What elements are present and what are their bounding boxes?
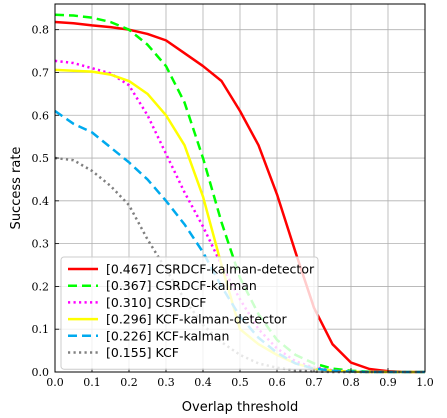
- y-tick-label: 0.1: [32, 323, 50, 336]
- x-tick-label: 0.2: [120, 376, 138, 389]
- legend-label: [0.226] KCF-kalman: [106, 328, 229, 343]
- y-tick-label: 0.3: [32, 238, 50, 251]
- y-axis-label: Success rate: [9, 147, 24, 230]
- x-tick-label: 0.0: [46, 376, 64, 389]
- series-line-6: [54, 156, 425, 374]
- x-tick-label: 0.7: [305, 376, 323, 389]
- x-tick-label: 1.0: [416, 376, 434, 389]
- x-tick-label: 0.8: [342, 376, 360, 389]
- y-tick-label: 0.4: [32, 195, 50, 208]
- legend-label: [0.467] CSRDCF-kalman-detector: [106, 262, 315, 277]
- legend-label: [0.367] CSRDCF-kalman: [106, 278, 257, 293]
- legend-box: [60, 256, 319, 370]
- x-tick-label: 0.6: [268, 376, 286, 389]
- series-line-1: [54, 20, 425, 374]
- y-tick-label: 0.6: [32, 109, 50, 122]
- legend-label: [0.310] CSRDCF: [106, 295, 206, 310]
- x-tick-label: 0.4: [194, 376, 212, 389]
- y-tick-label: 0.5: [32, 152, 50, 165]
- x-tick-label: 0.9: [379, 376, 397, 389]
- y-tick-label: 0.2: [32, 280, 50, 293]
- x-axis-label: Overlap threshold: [182, 400, 298, 415]
- tick-layer: 0.0 0.1 0.2 0.3 0.4 0.5 0.6 0.7 0.8 0.9 1.0 0.0 0.1 0…: [32, 24, 434, 389]
- y-tick-label: 0.0: [32, 366, 50, 379]
- y-tick-label: 0.7: [32, 66, 50, 79]
- x-tick-label: 0.5: [231, 376, 249, 389]
- legend-label: [0.296] KCF-kalman-detector: [106, 312, 288, 327]
- legend-label: [0.155] KCF: [106, 345, 179, 360]
- y-tick-label: 0.8: [32, 24, 50, 37]
- x-tick-label: 0.1: [83, 376, 101, 389]
- legend: [0.467] CSRDCF-kalman-detector[0.367] CS…: [60, 256, 319, 370]
- x-tick-label: 0.3: [157, 376, 175, 389]
